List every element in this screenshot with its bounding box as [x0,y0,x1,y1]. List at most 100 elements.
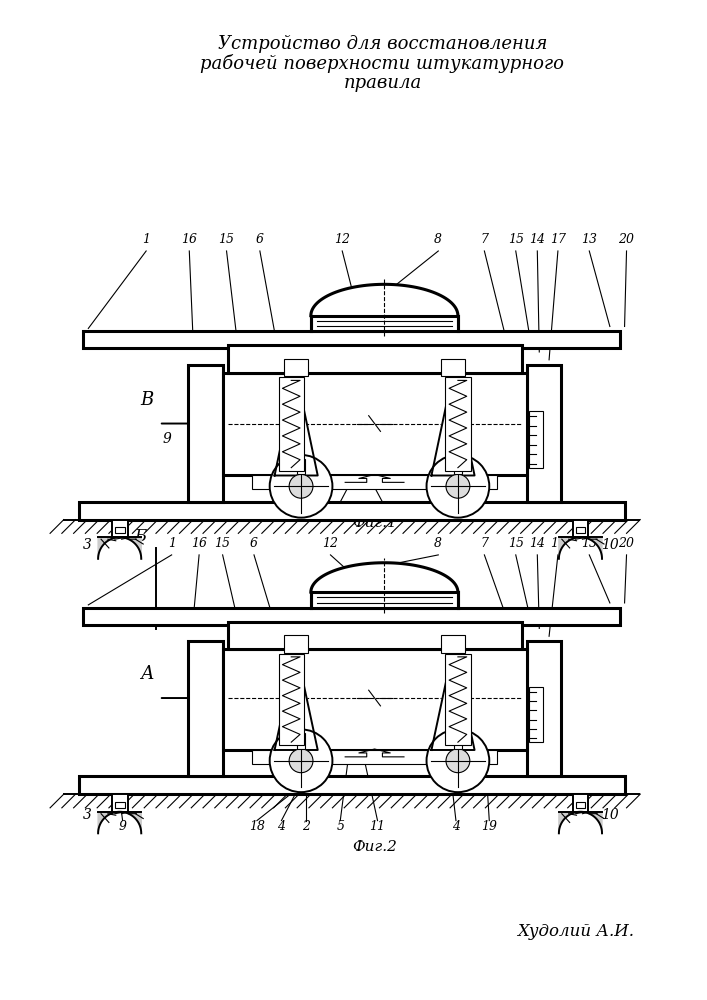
Text: 4: 4 [277,820,286,833]
Text: 4: 4 [452,820,460,833]
Text: 20: 20 [619,233,634,246]
Bar [573,520,588,537]
Text: 15: 15 [218,233,235,246]
Bar [297,459,305,474]
Text: А: А [141,665,154,683]
Text: 10: 10 [601,808,619,822]
Text: 12: 12 [322,537,339,550]
Text: 4: 4 [301,502,309,515]
Text: 18: 18 [249,820,265,833]
Text: 5: 5 [337,502,344,515]
Bar [252,475,497,489]
Circle shape [269,729,332,792]
Text: В: В [141,391,154,409]
Polygon shape [431,373,474,475]
Text: 3: 3 [83,808,92,822]
Text: 2: 2 [302,820,310,833]
Bar [115,527,124,533]
Bar [530,411,543,468]
Text: 2: 2 [233,502,241,515]
Text: правила: правила [344,74,421,92]
Text: 10: 10 [601,538,619,552]
Text: 1: 1 [142,233,150,246]
Bar [112,794,127,812]
Text: Фиг.1: Фиг.1 [352,516,397,530]
Bar [284,635,308,653]
Text: Устройство для восстановления: Устройство для восстановления [218,35,547,53]
Bar [228,345,522,373]
Text: 14: 14 [530,233,545,246]
Polygon shape [274,373,317,475]
Text: рабочей поверхности штукатурного: рабочей поверхности штукатурного [200,54,564,73]
Bar [441,635,464,653]
Bar [527,365,561,502]
Polygon shape [311,284,458,316]
Text: Б: Б [134,528,146,545]
Bar [78,502,624,520]
Bar [573,794,588,812]
Circle shape [446,474,470,498]
Polygon shape [98,812,141,833]
Polygon shape [98,537,141,559]
Circle shape [289,474,313,498]
Bar [297,733,305,749]
Text: 15: 15 [508,233,524,246]
Text: 1: 1 [168,537,175,550]
Bar [228,622,522,649]
Text: 13: 13 [581,233,597,246]
Text: 20: 20 [619,537,634,550]
Circle shape [426,729,489,792]
Text: Фиг.2: Фиг.2 [352,840,397,854]
Text: 6: 6 [250,537,258,550]
Text: 9: 9 [163,432,171,446]
Text: 13: 13 [581,537,597,550]
Bar [454,459,462,474]
Bar [223,373,527,475]
Polygon shape [274,649,317,750]
Bar [115,802,124,808]
Bar [445,654,471,745]
Text: Худолий А.И.: Худолий А.И. [517,923,634,940]
Circle shape [446,749,470,773]
Text: 7: 7 [480,537,489,550]
Text: 6: 6 [256,233,264,246]
Bar [445,377,471,471]
Bar [83,331,619,348]
Text: 5: 5 [337,820,344,833]
Polygon shape [431,649,474,750]
Text: 19: 19 [481,820,497,833]
Text: 3: 3 [83,538,92,552]
Bar [83,608,619,625]
Text: 16: 16 [181,233,197,246]
Bar [441,359,464,376]
Bar [188,365,223,502]
Bar [527,641,561,776]
Text: 8: 8 [434,537,443,550]
Bar [311,316,458,331]
Circle shape [269,455,332,518]
Circle shape [426,455,489,518]
Polygon shape [559,812,602,833]
Text: 17: 17 [550,537,566,550]
Bar [311,592,458,608]
Text: 15: 15 [215,537,230,550]
Bar [112,520,127,537]
Text: 15: 15 [508,537,524,550]
Bar [78,776,624,794]
Text: 20: 20 [136,339,154,353]
Bar [575,802,585,808]
Bar [284,359,308,376]
Polygon shape [559,537,602,559]
Text: 19: 19 [487,502,503,515]
Text: 8: 8 [434,233,443,246]
Circle shape [289,749,313,773]
Bar [188,641,223,776]
Text: 20: 20 [136,615,154,629]
Bar [454,733,462,749]
Bar [279,654,304,745]
Text: 17: 17 [550,233,566,246]
Text: 12: 12 [334,233,350,246]
Text: 18: 18 [274,502,289,515]
Bar [279,377,304,471]
Text: 4: 4 [452,502,460,515]
